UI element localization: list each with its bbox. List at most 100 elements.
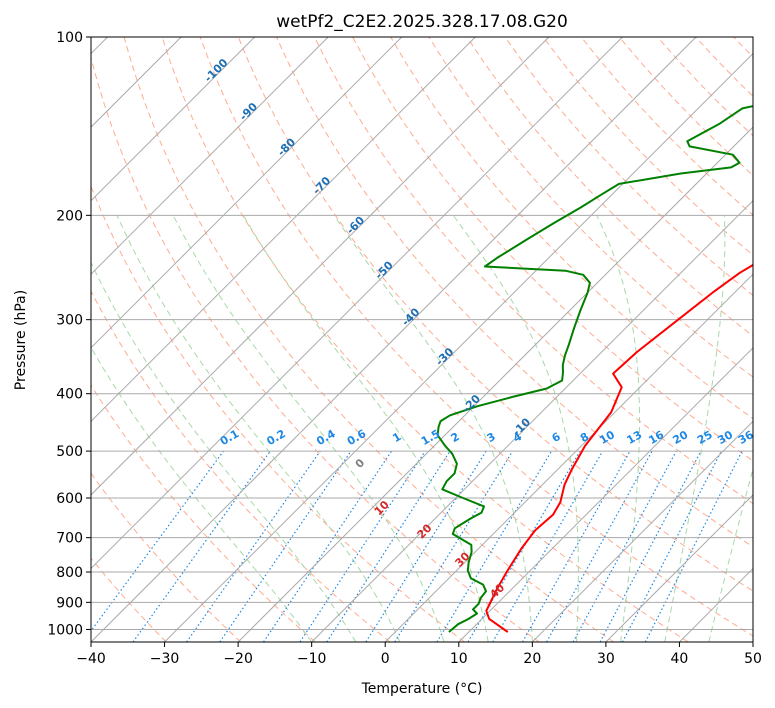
isotherm-line <box>458 347 753 642</box>
isotherm-line <box>91 37 403 349</box>
mixing-ratio-line <box>546 450 653 642</box>
mixing-ratio-label: 3 <box>485 430 498 445</box>
isotherm-label: -60 <box>344 214 367 237</box>
x-tick-label: −40 <box>76 651 106 667</box>
mixing-ratio-label: 30 <box>715 428 735 447</box>
y-tick-label: 900 <box>56 595 83 611</box>
mixing-ratio-label: 13 <box>624 428 644 447</box>
moist-adiabat <box>333 215 533 642</box>
x-axis: −40 −30 −20 −10 0 10 20 30 40 50 <box>76 642 762 667</box>
mixing-ratio-line <box>599 450 702 642</box>
mixing-ratio-line <box>219 450 352 642</box>
dry-adiabat <box>91 185 465 642</box>
mixing-ratio-line <box>492 450 604 642</box>
mixing-ratio-label: 20 <box>671 428 691 447</box>
isotherm-label: -100 <box>202 56 231 85</box>
dry-adiabat <box>275 37 753 548</box>
moist-adiabat <box>91 346 313 642</box>
isotherm-label: -80 <box>275 135 298 158</box>
dry-adiabat <box>504 37 753 296</box>
moist-adiabat <box>452 215 579 642</box>
mixing-ratio-line <box>644 450 743 642</box>
y-tick-label: 1000 <box>47 622 83 638</box>
mixing-ratio-line <box>132 450 271 642</box>
isotherm-label: -90 <box>237 100 260 123</box>
dry-adiabat <box>237 37 753 592</box>
isotherm-line <box>91 37 550 496</box>
x-tick-label: 20 <box>523 651 541 667</box>
isotherm-line <box>91 37 623 570</box>
plot-frame <box>90 36 754 643</box>
dry-adiabat <box>657 37 753 137</box>
dry-adiabat <box>352 37 753 462</box>
y-tick-label: 700 <box>56 531 83 547</box>
mixing-ratio-label: 0.6 <box>345 427 369 448</box>
x-tick-label: 10 <box>450 651 468 667</box>
mixing-ratio-label: 1 <box>390 430 403 445</box>
x-tick-label: 0 <box>381 651 390 667</box>
moist-adiabat-label: 10 <box>372 498 392 518</box>
y-tick-label: 200 <box>56 208 83 224</box>
mixing-ratio-line <box>365 450 487 642</box>
isotherm-line <box>91 37 329 275</box>
chart-title: wetPf2_C2E2.2025.328.17.08.G20 <box>276 12 568 32</box>
dry-adiabat <box>314 37 753 505</box>
profiles <box>436 105 753 633</box>
mixing-ratio-line <box>436 450 552 642</box>
mixing-ratio-label: 6 <box>550 430 563 445</box>
moist-adiabat <box>116 215 401 642</box>
dry-adiabat <box>91 55 540 642</box>
isotherm-label: -70 <box>310 174 333 197</box>
dry-adiabat <box>390 37 753 420</box>
isotherm-line <box>752 641 753 642</box>
x-tick-label: 50 <box>744 651 762 667</box>
dry-adiabat <box>91 472 242 642</box>
moist-adiabat-label: 20 <box>415 521 435 541</box>
mixing-ratio-label: 10 <box>597 428 617 447</box>
x-tick-label: 30 <box>597 651 615 667</box>
moist-adiabat-label: 0 <box>353 456 368 471</box>
isotherm-line <box>531 420 753 642</box>
mixing-ratio-line <box>521 450 631 642</box>
y-tick-label: 100 <box>56 30 83 46</box>
isotherm-line <box>237 126 753 642</box>
y-tick-label: 800 <box>56 565 83 581</box>
dewpoint-profile <box>436 105 753 633</box>
isotherm-label: -40 <box>399 305 422 328</box>
moist-adiabat-label: 40 <box>487 581 507 601</box>
y-axis: 1000 900 800 700 600 500 400 300 200 100 <box>47 30 91 638</box>
y-tick-label: 400 <box>56 387 83 403</box>
y-tick-label: 600 <box>56 491 83 507</box>
x-tick-label: −20 <box>223 651 253 667</box>
dry-adiabat <box>123 37 614 642</box>
y-tick-label: 500 <box>56 444 83 460</box>
dry-adiabat <box>695 37 753 97</box>
dry-adiabat <box>428 37 753 378</box>
isotherm-line <box>311 199 753 642</box>
isotherm-line <box>91 37 476 423</box>
x-tick-label: −30 <box>150 651 180 667</box>
line-labels: -100-90-80-70-60-50-40-30-20-100.1 0.2 0.4… <box>202 56 756 601</box>
mixing-ratio-line <box>91 450 224 632</box>
moist-adiabat <box>664 215 726 642</box>
isotherm-label: -50 <box>373 258 396 281</box>
dry-adiabat <box>161 37 689 642</box>
dry-adiabat <box>466 37 753 337</box>
dry-adiabat <box>733 37 753 58</box>
mixing-ratio-label: 0.2 <box>265 427 288 448</box>
temperature-profile <box>485 263 753 633</box>
mixing-ratio-line <box>186 450 321 642</box>
mixing-ratio-label: 25 <box>695 428 715 447</box>
moist-adiabat <box>172 215 445 642</box>
x-tick-label: −10 <box>297 651 327 667</box>
isotherm-line <box>384 273 753 642</box>
mixing-ratio-line <box>394 450 514 642</box>
background-grid <box>91 37 753 642</box>
pressure-gridlines <box>91 37 753 630</box>
x-axis-label: Temperature (°C) <box>361 681 483 697</box>
mixing-ratio-label: 16 <box>646 428 666 447</box>
mixing-ratio-line <box>572 450 677 642</box>
dry-adiabat <box>91 290 391 642</box>
isotherm-line <box>605 494 753 642</box>
mixing-ratio-line <box>326 450 451 642</box>
